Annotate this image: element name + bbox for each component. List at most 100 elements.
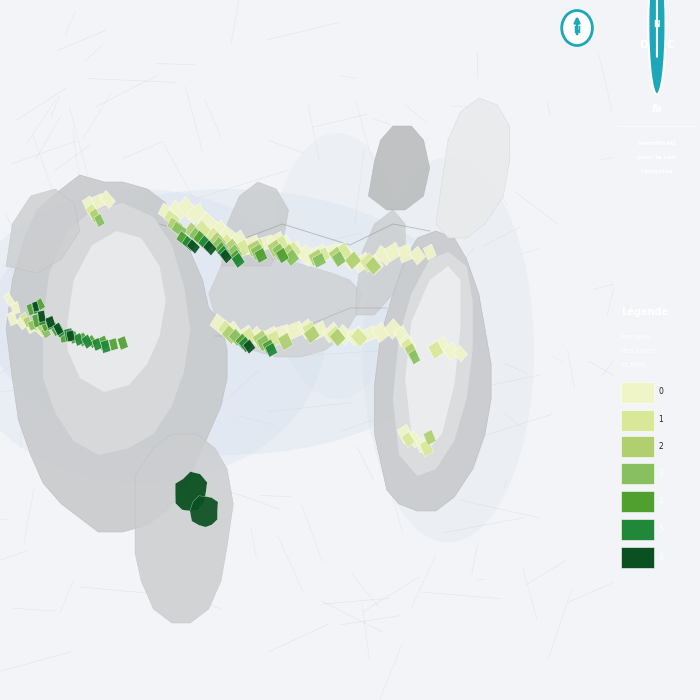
Polygon shape: [82, 196, 96, 213]
Polygon shape: [419, 440, 434, 456]
Polygon shape: [360, 253, 377, 272]
Text: N: N: [573, 26, 580, 34]
Polygon shape: [49, 321, 62, 337]
Polygon shape: [326, 326, 343, 344]
Polygon shape: [135, 434, 233, 623]
Text: Parcelles: Parcelles: [621, 335, 652, 340]
Polygon shape: [217, 245, 231, 262]
Polygon shape: [416, 436, 431, 453]
Polygon shape: [53, 323, 66, 338]
Text: et flore: et flore: [621, 363, 646, 368]
Polygon shape: [285, 241, 304, 263]
Polygon shape: [100, 340, 111, 354]
Polygon shape: [226, 244, 243, 262]
Text: pour la con: pour la con: [637, 155, 677, 160]
Polygon shape: [243, 339, 256, 354]
Polygon shape: [272, 234, 290, 255]
Polygon shape: [66, 330, 75, 342]
Text: Identificati: Identificati: [638, 141, 676, 146]
Polygon shape: [332, 243, 349, 264]
Text: N: N: [654, 20, 660, 29]
Polygon shape: [332, 251, 346, 267]
FancyBboxPatch shape: [621, 410, 654, 430]
Polygon shape: [347, 326, 365, 346]
Polygon shape: [158, 203, 180, 224]
Polygon shape: [410, 246, 426, 265]
Polygon shape: [278, 332, 293, 351]
Polygon shape: [397, 424, 413, 444]
Polygon shape: [108, 338, 118, 351]
Polygon shape: [256, 335, 272, 351]
Polygon shape: [34, 323, 46, 337]
Polygon shape: [32, 301, 39, 312]
Polygon shape: [20, 312, 29, 325]
Polygon shape: [194, 220, 211, 239]
Polygon shape: [372, 322, 389, 343]
Polygon shape: [193, 230, 210, 248]
Polygon shape: [53, 322, 64, 336]
Polygon shape: [401, 338, 416, 355]
Polygon shape: [223, 238, 241, 259]
Polygon shape: [221, 182, 288, 266]
FancyBboxPatch shape: [621, 382, 654, 402]
Polygon shape: [169, 200, 187, 220]
Polygon shape: [220, 225, 241, 248]
Polygon shape: [433, 337, 450, 356]
Polygon shape: [276, 247, 289, 264]
Polygon shape: [260, 326, 280, 346]
Polygon shape: [368, 126, 430, 210]
Polygon shape: [167, 217, 183, 234]
Polygon shape: [393, 326, 411, 346]
Polygon shape: [340, 248, 360, 270]
Polygon shape: [181, 235, 197, 252]
Text: 2: 2: [659, 442, 664, 451]
Polygon shape: [374, 231, 491, 511]
Polygon shape: [262, 339, 276, 354]
Polygon shape: [407, 431, 422, 448]
Polygon shape: [405, 343, 419, 360]
Polygon shape: [27, 320, 36, 331]
Text: Légende: Légende: [621, 306, 668, 316]
Polygon shape: [7, 311, 18, 326]
Polygon shape: [198, 235, 214, 252]
Polygon shape: [184, 222, 203, 243]
Polygon shape: [218, 234, 236, 253]
Polygon shape: [436, 98, 510, 238]
Text: fa: fa: [652, 104, 662, 113]
Polygon shape: [353, 252, 372, 273]
Polygon shape: [81, 334, 93, 349]
Polygon shape: [32, 302, 40, 314]
Polygon shape: [272, 243, 287, 261]
Text: l'emprise: l'emprise: [640, 169, 673, 174]
Polygon shape: [175, 472, 207, 511]
Polygon shape: [239, 336, 253, 353]
Polygon shape: [265, 343, 278, 357]
FancyBboxPatch shape: [621, 519, 654, 540]
Polygon shape: [312, 253, 326, 268]
Polygon shape: [176, 231, 192, 248]
Polygon shape: [344, 251, 361, 270]
Polygon shape: [99, 190, 116, 209]
Ellipse shape: [0, 189, 326, 483]
Polygon shape: [40, 318, 52, 332]
Polygon shape: [311, 244, 328, 262]
Polygon shape: [26, 303, 35, 316]
Polygon shape: [365, 257, 382, 275]
Polygon shape: [397, 244, 413, 263]
Polygon shape: [405, 266, 461, 455]
Polygon shape: [328, 246, 344, 265]
Polygon shape: [265, 330, 282, 349]
Polygon shape: [43, 203, 190, 455]
Polygon shape: [6, 189, 80, 273]
Polygon shape: [454, 345, 468, 362]
Polygon shape: [117, 336, 128, 350]
Polygon shape: [37, 312, 46, 326]
Polygon shape: [86, 335, 98, 349]
Polygon shape: [37, 322, 48, 336]
Polygon shape: [335, 242, 352, 262]
Polygon shape: [254, 248, 267, 263]
Polygon shape: [221, 325, 239, 344]
Polygon shape: [267, 239, 283, 258]
Polygon shape: [211, 237, 228, 256]
Polygon shape: [253, 330, 270, 349]
